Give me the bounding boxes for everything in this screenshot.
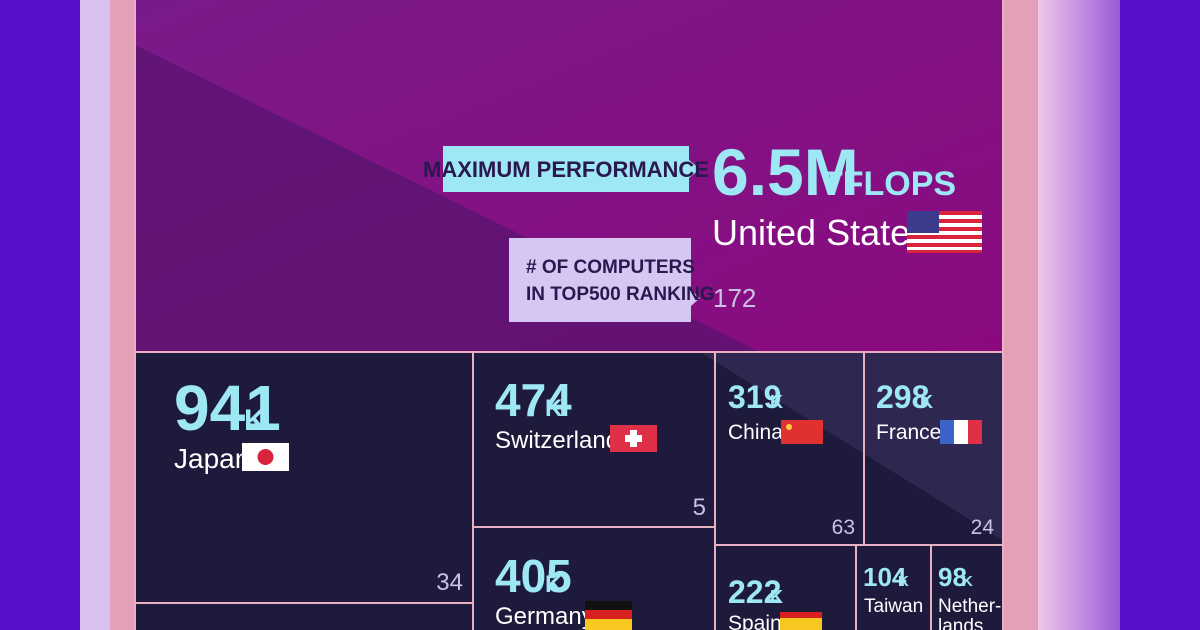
value: 6.5M [712,135,859,209]
country: lands [938,616,983,630]
unit: K [770,392,783,412]
flag-de [585,601,632,630]
count: 34 [436,569,463,596]
unit: K [545,395,563,422]
value: 319 [728,379,781,415]
country: Japan [174,443,250,474]
frame [1038,0,1120,630]
flag-jp [242,443,289,471]
frame [110,0,135,630]
cell-borders [134,0,1004,630]
shadow [700,352,1003,540]
country: France [876,421,941,444]
unit: TFLOPS [822,165,956,203]
unit: K [962,573,973,590]
country: China [728,421,783,444]
flag-es [780,612,822,630]
value: 474 [495,374,572,426]
frame [80,0,110,630]
flag-cn [781,420,823,444]
country: Switzerland [495,427,619,454]
unit: K [898,573,909,590]
label-box [509,238,691,322]
count: 24 [971,516,995,539]
country: Nether- [938,596,1001,617]
flag-fr [940,420,982,444]
arrow [689,160,700,178]
value: 405 [495,550,572,602]
value: 98 [938,562,967,592]
value: 298 [876,379,929,415]
label: # OF COMPUTERS [526,257,695,278]
count: 5 [693,494,706,521]
unit: K [920,392,933,412]
country: United States [712,212,928,253]
unit: K [770,587,783,607]
count: 172 [713,283,756,313]
unit: K [244,404,266,437]
value: 104 [863,562,907,592]
unit: K [545,571,563,598]
flag-ch [610,425,657,452]
country: Spain [728,612,782,630]
country: Taiwan [864,596,923,617]
label: MAXIMUM PERFORMANCE [423,157,709,182]
country: Germany [495,603,594,630]
frame [1003,0,1038,630]
flag-us [907,211,982,253]
label-box [443,146,689,192]
arrow [691,290,700,306]
value: 941 [174,372,281,444]
label: IN TOP500 RANKING [526,284,715,305]
count: 63 [832,516,855,539]
value: 222 [728,574,781,610]
